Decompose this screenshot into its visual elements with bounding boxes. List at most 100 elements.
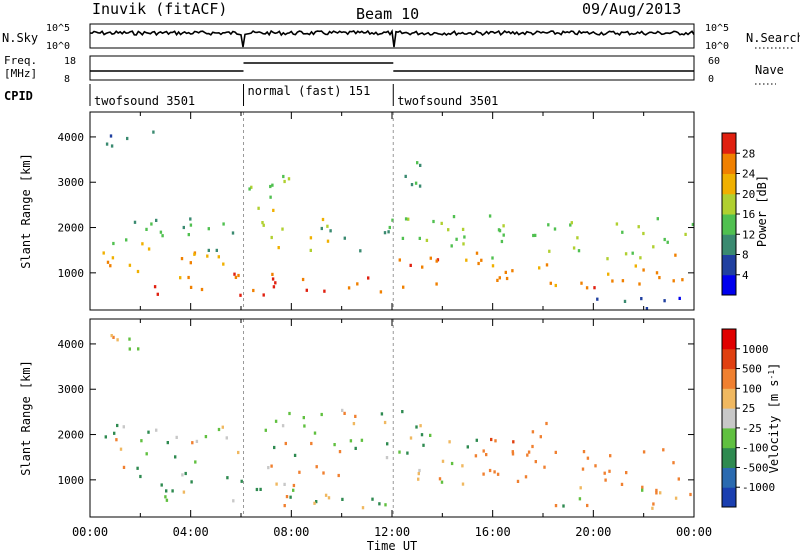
x-tick-label: 04:00 xyxy=(173,525,209,539)
heatmap-cell xyxy=(594,464,597,468)
heatmap-cell xyxy=(309,248,312,252)
heatmap-cell xyxy=(438,477,442,481)
power-data-cells xyxy=(102,112,695,311)
heatmap-cell xyxy=(608,469,611,473)
heatmap-cell xyxy=(534,460,537,464)
heatmap-cell xyxy=(349,439,353,443)
station-title: Inuvik (fitACF) xyxy=(92,0,227,18)
heatmap-cell xyxy=(102,251,105,255)
heatmap-cell xyxy=(128,347,131,351)
heatmap-cell xyxy=(264,428,267,432)
heatmap-cell xyxy=(320,412,323,417)
heatmap-cell xyxy=(137,347,140,351)
heatmap-cell xyxy=(383,231,387,235)
heatmap-cell xyxy=(159,230,163,234)
heatmap-cell xyxy=(215,248,218,252)
heatmap-cell xyxy=(415,425,418,429)
heatmap-cell xyxy=(527,450,531,454)
heatmap-cell xyxy=(538,266,541,270)
heatmap-cell xyxy=(414,181,418,185)
heatmap-cell xyxy=(491,264,495,268)
freq-tick-top: 18 xyxy=(64,56,76,67)
heatmap-cell xyxy=(388,225,391,230)
heatmap-cell xyxy=(553,227,557,231)
colorbar-tick-label: 8 xyxy=(742,249,749,262)
heatmap-cell xyxy=(477,261,480,266)
heatmap-cell xyxy=(663,237,666,242)
heatmap-cell xyxy=(252,288,255,293)
heatmap-cell xyxy=(116,423,119,428)
heatmap-cell xyxy=(195,439,199,443)
heatmap-cell xyxy=(164,495,167,499)
heatmap-cell xyxy=(655,271,659,275)
heatmap-cell xyxy=(383,420,387,425)
heatmap-cell xyxy=(283,179,286,184)
heatmap-cell xyxy=(641,485,644,489)
y-tick-label: 2000 xyxy=(58,429,85,442)
heatmap-cell xyxy=(391,218,394,222)
heatmap-cell xyxy=(447,228,450,232)
heatmap-cell xyxy=(494,439,497,443)
heatmap-cell xyxy=(287,177,291,181)
heatmap-cell xyxy=(579,486,582,490)
colorbar-swatch xyxy=(722,234,736,255)
heatmap-cell xyxy=(239,293,242,297)
heatmap-cell xyxy=(257,206,260,210)
heatmap-cell xyxy=(603,471,606,475)
heatmap-cell xyxy=(329,229,332,233)
heatmap-cell xyxy=(250,185,253,189)
heatmap-cell xyxy=(656,217,659,221)
nsky-frame xyxy=(89,23,695,49)
freq-panel: Freq. [MHz] 18 8 60 0 Nave xyxy=(4,54,784,85)
heatmap-cell xyxy=(112,241,115,246)
nave-tick-bottom: 0 xyxy=(708,74,714,85)
heatmap-cell xyxy=(640,297,643,301)
heatmap-cell xyxy=(491,256,494,260)
colorbar-tick-label: 100 xyxy=(742,382,762,395)
heatmap-cell xyxy=(524,475,528,479)
heatmap-cell xyxy=(404,217,408,221)
heatmap-cell xyxy=(281,227,284,231)
cpid-strip: CPID twofsound 3501 normal (fast) 151 twof… xyxy=(4,84,498,108)
heatmap-cell xyxy=(386,442,389,446)
heatmap-cell xyxy=(419,163,422,167)
heatmap-cell xyxy=(292,488,295,492)
heatmap-cell xyxy=(298,470,301,474)
heatmap-cell xyxy=(422,443,425,447)
colorbar-swatch xyxy=(722,388,736,409)
heatmap-cell xyxy=(105,142,109,146)
colorbar-swatch xyxy=(722,254,736,276)
colorbar-tick-label: 500 xyxy=(742,363,762,376)
heatmap-cell xyxy=(156,292,159,296)
heatmap-cell xyxy=(309,236,313,240)
heatmap-cell xyxy=(663,299,666,303)
colorbar-swatch xyxy=(722,427,736,449)
heatmap-cell xyxy=(189,261,192,265)
heatmap-cell xyxy=(450,244,453,248)
freq-label: Freq. xyxy=(4,54,37,67)
heatmap-cell xyxy=(289,495,292,499)
heatmap-cell xyxy=(303,424,306,428)
colorbar-tick-label: 28 xyxy=(742,147,755,160)
heatmap-cell xyxy=(232,499,235,503)
nsky-panel: N.Sky 10^5 10^0 10^5 10^0 N.Search xyxy=(2,23,800,52)
heatmap-cell xyxy=(326,239,330,243)
heatmap-cell xyxy=(672,279,675,283)
heatmap-cell xyxy=(662,448,665,452)
heatmap-cell xyxy=(240,479,243,483)
heatmap-cell xyxy=(128,337,131,341)
heatmap-cell xyxy=(371,497,374,501)
heatmap-cell xyxy=(274,419,278,423)
heatmap-cell xyxy=(512,440,515,444)
power-panel: 1000 2000 3000 4000 Slant Range [km] 4 8 12 16… xyxy=(19,111,769,311)
heatmap-cell xyxy=(455,237,458,241)
heatmap-cell xyxy=(420,433,424,437)
heatmap-cell xyxy=(110,144,114,148)
freq-unit-label: [MHz] xyxy=(4,67,37,80)
heatmap-cell xyxy=(277,246,280,250)
heatmap-cell xyxy=(475,251,479,255)
heatmap-cell xyxy=(645,307,649,311)
heatmap-cell xyxy=(623,299,627,303)
heatmap-cell xyxy=(145,452,148,456)
heatmap-cell xyxy=(189,223,193,227)
